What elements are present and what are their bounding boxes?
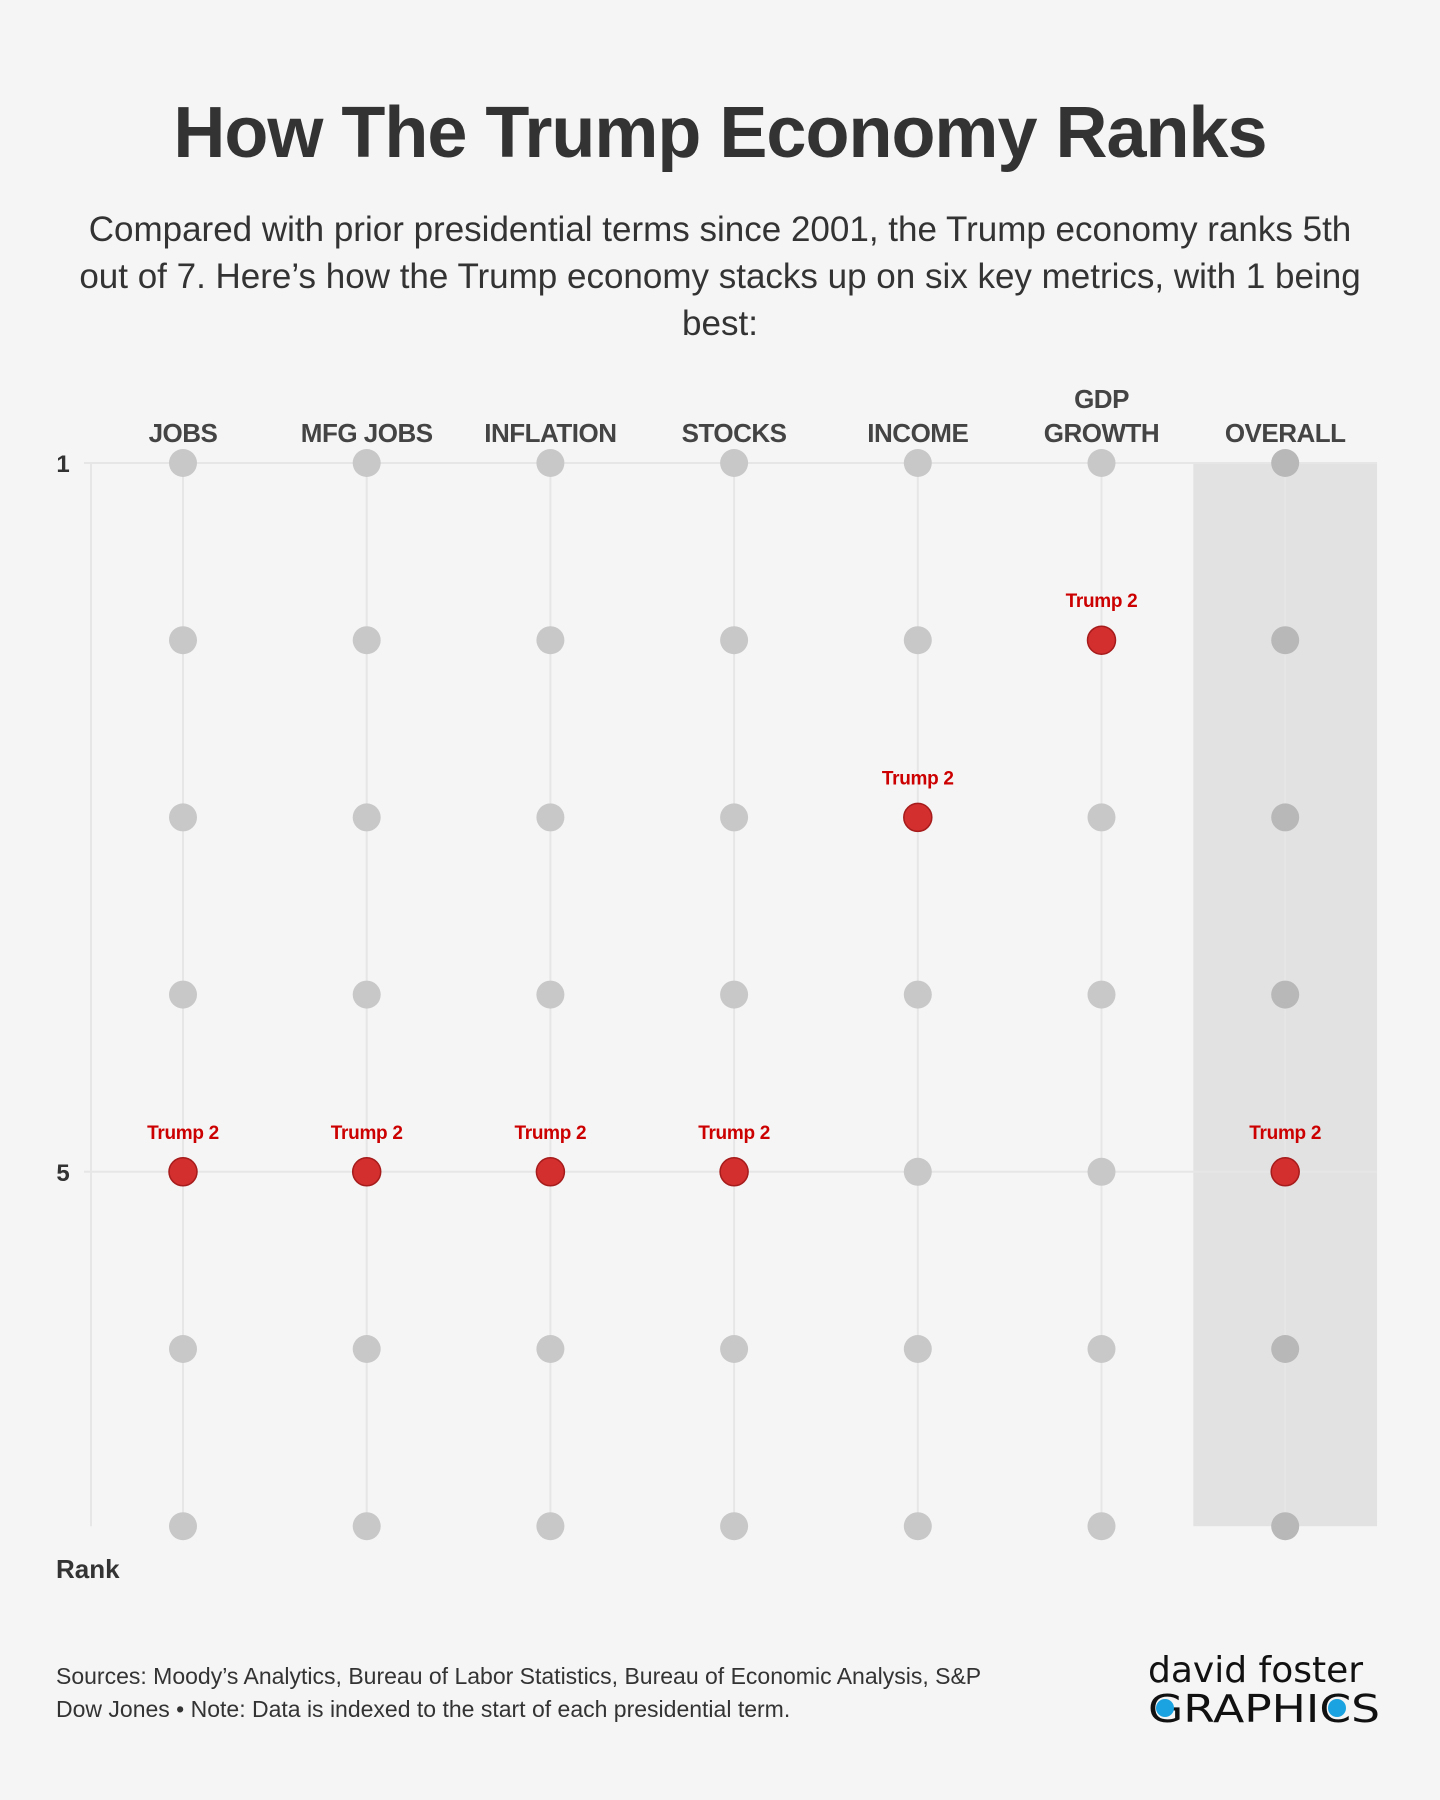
rank-dot (169, 803, 197, 832)
rank-dot (1271, 803, 1300, 832)
highlight-label: Trump 2 (1066, 591, 1138, 612)
rank-dot (169, 626, 197, 655)
highlight-dot (719, 1157, 749, 1187)
rank-dot (720, 803, 749, 832)
source-note: Sources: Moody’s Analytics, Bureau of La… (56, 1663, 981, 1722)
rank-dot (720, 1335, 749, 1363)
rank-dot (169, 1512, 197, 1541)
rank-dot (1271, 1335, 1300, 1363)
rank-dot (536, 1512, 565, 1541)
rank-dot (903, 449, 932, 477)
rank-dot (1087, 1157, 1116, 1186)
rank-dot (169, 1335, 197, 1363)
rank-dot (169, 449, 197, 477)
rank-dot (352, 1512, 381, 1541)
rank-dot (352, 803, 381, 832)
column-header: MFG JOBS (301, 418, 433, 448)
rank-dot (1087, 1512, 1116, 1541)
rank-dot (352, 980, 381, 1009)
column-header: INFLATION (484, 418, 616, 448)
rank-dot (903, 1335, 932, 1363)
rank-dot (720, 1512, 749, 1541)
rank-dot (903, 1512, 932, 1541)
chart-subtitle: Compared with prior presidential terms s… (79, 210, 1361, 343)
rank-dot (1087, 803, 1116, 832)
highlight-label: Trump 2 (1249, 1123, 1321, 1144)
david-foster-graphics-logo: david foster GRAPHICS (1148, 1648, 1388, 1728)
svg-text:david foster: david foster (1148, 1650, 1363, 1691)
rank-chart: 1 5 Rank JOBS Trump 2 MFG JOBS Trump 2 INFLATIO… (56, 384, 1378, 1584)
rank-dot (352, 449, 381, 477)
highlight-label: Trump 2 (331, 1123, 403, 1144)
y-axis-label: Rank (56, 1554, 120, 1584)
column-header: OVERALL (1225, 418, 1346, 448)
rank-dot (720, 449, 749, 477)
rank-dot (903, 626, 932, 655)
rank-dot (536, 1335, 565, 1363)
rank-dot (1271, 980, 1300, 1009)
column-header: JOBS (149, 418, 218, 448)
rank-dot (903, 980, 932, 1009)
highlight-dot (903, 802, 933, 833)
highlight-label: Trump 2 (147, 1123, 219, 1144)
rank-dot (536, 626, 565, 655)
column-header: GROWTH (1044, 418, 1159, 448)
highlight-dot (168, 1157, 198, 1187)
highlight-dot (351, 1157, 382, 1187)
rank-dot (1087, 1335, 1116, 1363)
rank-dot (1087, 449, 1116, 477)
column-header: INCOME (867, 418, 968, 448)
rank-dot (903, 1157, 932, 1186)
highlight-label: Trump 2 (882, 768, 954, 789)
rank-dot (1271, 449, 1300, 477)
rank-dot (536, 980, 565, 1009)
highlight-label: Trump 2 (514, 1123, 586, 1144)
y-tick-label: 1 (56, 451, 69, 478)
column-header: STOCKS (682, 418, 787, 448)
rank-dot (1271, 626, 1300, 655)
highlight-dot (535, 1157, 566, 1187)
highlight-label: Trump 2 (698, 1123, 770, 1144)
rank-dot (1271, 1512, 1300, 1541)
highlight-dot (1270, 1157, 1300, 1187)
rank-dot (169, 980, 197, 1009)
rank-dot (536, 803, 565, 832)
chart-title: How The Trump Economy Ranks (173, 93, 1267, 173)
rank-dot (720, 626, 749, 655)
rank-dot (1087, 980, 1116, 1009)
rank-dot (536, 449, 565, 477)
column-header: GDP (1074, 384, 1129, 414)
rank-dot (720, 980, 749, 1009)
highlight-dot (1086, 625, 1117, 655)
rank-dot (352, 626, 381, 655)
y-tick-label: 5 (56, 1160, 69, 1187)
rank-dot (352, 1335, 381, 1363)
